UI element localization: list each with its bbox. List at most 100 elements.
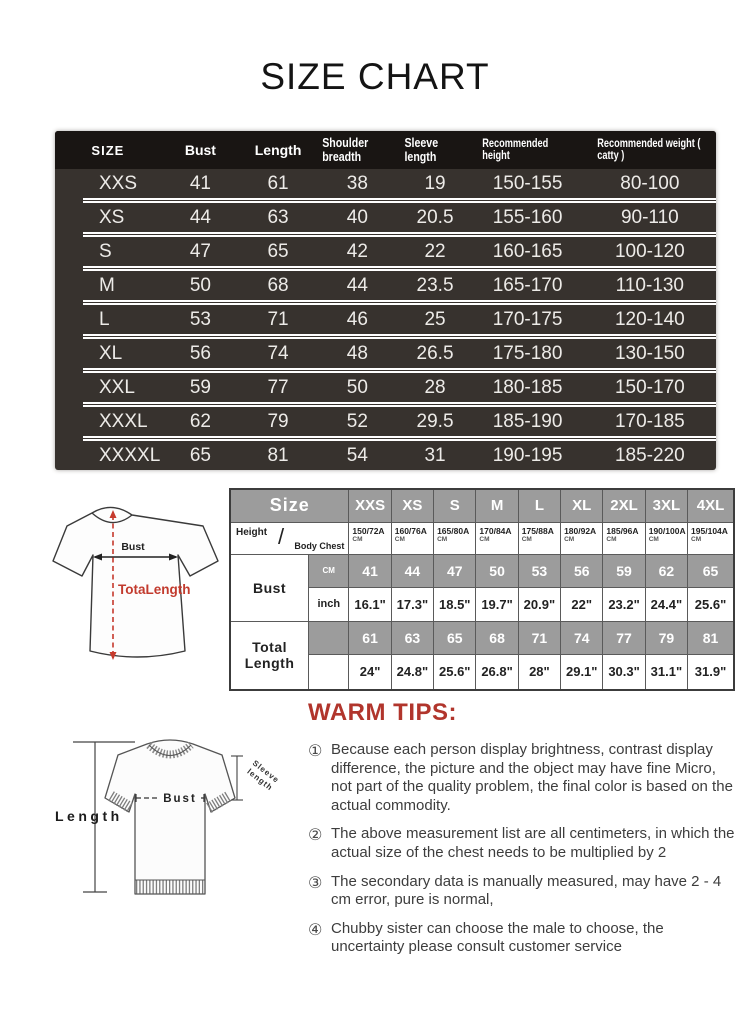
warm-tips-section: WARM TIPS: ① Because each person display … [308, 699, 738, 957]
size-table-row: XS 44 63 40 20.5 155-160 90-110 [55, 203, 716, 232]
value-cell: 150-170 [614, 376, 685, 398]
value-cell: 41 [189, 172, 211, 194]
warm-tip-item: ③ The secondary data is manually measured… [308, 873, 738, 910]
row-separator [83, 232, 716, 237]
tip-text: The secondary data is manually measured,… [331, 872, 722, 909]
bust-cm-value: 47 [433, 553, 477, 588]
height-body-chest-label: Height / Body Chest [229, 521, 350, 555]
tip-number: ③ [308, 872, 323, 892]
column-header-label: Recommended weight ( catty ) [596, 138, 701, 162]
value-cell: 120-140 [614, 308, 685, 330]
value-cell: 170-185 [614, 410, 685, 432]
bust-cm-value: 44 [390, 553, 435, 588]
tshirt-diagram-bust-totallength: Bust TotaLength [52, 506, 219, 660]
detail-size-column-header: M [475, 488, 519, 523]
detail-size-column-header: XXS [348, 488, 392, 523]
size-cell: XXL [99, 376, 135, 398]
row-separator [83, 402, 716, 407]
value-cell: 59 [189, 376, 211, 398]
size-table-row: S 47 65 42 22 160-165 100-120 [55, 237, 716, 266]
value-cell: 48 [346, 342, 368, 364]
value-cell: 175-180 [492, 342, 563, 364]
value-cell: 165-170 [492, 274, 563, 296]
bust-cm-value: 59 [602, 553, 646, 588]
height-chest-cell: 190/100A CM [644, 521, 689, 555]
value-cell: 190-195 [492, 444, 563, 466]
value-cell: 25 [424, 308, 446, 330]
row-separator [83, 436, 716, 441]
length-cm-value: 79 [644, 620, 689, 655]
detail-size-table: Size XXS XS S M L XL 2XL 3XL 4XL Height / Body Chest… [229, 488, 735, 691]
value-cell: 44 [189, 206, 211, 228]
value-cell: 22 [424, 240, 446, 262]
bust-cm-value: 53 [517, 553, 562, 588]
value-cell: 77 [267, 376, 289, 398]
length-cm-value: 77 [602, 620, 646, 655]
length-inch-unit [308, 653, 350, 691]
row-separator [83, 368, 716, 373]
height-chest-value: 190/100A [648, 525, 686, 536]
value-cell: 50 [346, 376, 368, 398]
value-cell: 80-100 [620, 172, 680, 194]
value-cell: 53 [189, 308, 211, 330]
row-separator [83, 300, 716, 305]
column-header-label: Recommended height [482, 138, 549, 162]
warm-tip-item: ② The above measurement list are all cent… [308, 825, 738, 862]
detail-size-column-header: L [517, 488, 562, 523]
tip-text: Because each person display brightness, … [331, 741, 733, 814]
value-cell: 74 [267, 342, 289, 364]
value-cell: 100-120 [614, 240, 685, 262]
bust-arrowhead-right [169, 553, 178, 561]
size-table-column-header: SIZE [55, 143, 161, 158]
value-cell: 62 [189, 410, 211, 432]
length-cm-unit [308, 620, 350, 655]
size-table-body: XXS 41 61 38 19 150-155 80-100 XS 44 63 40 20.5 155-… [55, 169, 716, 470]
length-inch-value: 24.8" [390, 653, 435, 691]
length-cm-value: 65 [433, 620, 477, 655]
size-table-row: L 53 71 46 25 170-175 120-140 [55, 305, 716, 334]
value-cell: 68 [267, 274, 289, 296]
detail-size-column-header: 3XL [644, 488, 689, 523]
size-table-column-header: Length [240, 142, 316, 158]
length-cm-value: 63 [390, 620, 435, 655]
size-table-column-header: Bust [161, 142, 240, 158]
size-cell: XL [99, 342, 123, 364]
tip-text: Chubby sister can choose the male to cho… [331, 919, 664, 956]
bust-inch-unit: inch [308, 586, 350, 622]
size-table-column-header: Shoulder breadth [316, 136, 399, 164]
height-chest-unit: CM [437, 536, 448, 543]
size-cell: M [99, 274, 115, 296]
value-cell: 23.5 [416, 274, 454, 296]
bust-cm-unit: CM [308, 553, 350, 588]
value-cell: 46 [346, 308, 368, 330]
value-cell: 110-130 [615, 274, 684, 296]
row-separator [83, 266, 716, 271]
tip-number: ① [308, 741, 323, 760]
size-table-row: XXL 59 77 50 28 180-185 150-170 [55, 373, 716, 402]
size-table-row: XXXL 62 79 52 29.5 185-190 170-185 [55, 407, 716, 436]
length-inch-value: 31.1" [644, 653, 689, 691]
size-cell: L [99, 308, 110, 330]
body-chest-label: Body Chest [294, 540, 345, 551]
height-chest-unit: CM [691, 536, 702, 543]
height-chest-value: 165/80A [437, 525, 470, 536]
size-table-row: M 50 68 44 23.5 165-170 110-130 [55, 271, 716, 300]
height-chest-unit: CM [521, 536, 532, 543]
detail-size-column-header: 4XL [687, 488, 735, 523]
value-cell: 19 [424, 172, 446, 194]
bust-inch-value: 18.5" [433, 586, 477, 622]
length-inch-value: 29.1" [560, 653, 604, 691]
length-inch-value: 30.3" [602, 653, 646, 691]
height-chest-value: 150/72A [352, 525, 385, 536]
cuff-rib-left [108, 791, 134, 813]
height-chest-unit: CM [606, 536, 617, 543]
size-table-header-row: SIZE Bust Length Shoulder breadth Sleeve len… [55, 131, 716, 169]
tshirt2-outline [104, 739, 236, 895]
length-label: Length [55, 808, 123, 824]
height-chest-unit: CM [479, 536, 490, 543]
size-table-column-header: Recommended height [471, 138, 583, 162]
warm-tips-list: ① Because each person display brightness,… [308, 741, 738, 957]
value-cell: 42 [346, 240, 368, 262]
value-cell: 54 [346, 444, 368, 466]
